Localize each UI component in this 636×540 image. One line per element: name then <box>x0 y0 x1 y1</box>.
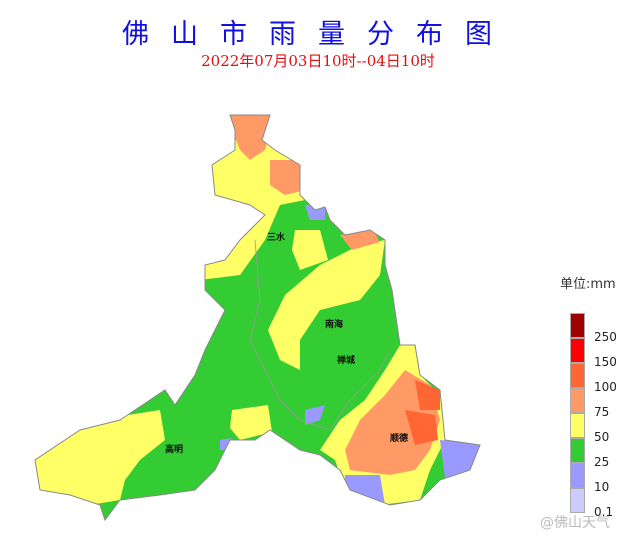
rain-zone-se-orange <box>345 370 440 475</box>
label-sanshui: 三水 <box>267 231 286 243</box>
legend-swatch <box>570 438 585 463</box>
legend-swatch <box>570 338 585 363</box>
label-nanhai: 南海 <box>325 318 343 330</box>
legend-label: 100 <box>594 380 617 394</box>
rain-zone-se-red-orange <box>415 380 440 410</box>
legend-swatch <box>570 413 585 438</box>
legend-swatch <box>570 388 585 413</box>
legend-label: 0.1 <box>594 505 614 519</box>
legend-swatch <box>570 313 585 338</box>
rain-zone-e-blue <box>440 440 480 478</box>
legend-unit: 单位:mm <box>560 277 616 292</box>
legend-label: 150 <box>594 355 617 369</box>
map-subtitle: 2022年07月03日10时--04日10时 <box>201 52 435 70</box>
district-boundary <box>249 239 391 431</box>
label-gaoming: 高明 <box>165 443 183 455</box>
watermark: @佛山天气 <box>540 515 610 531</box>
rain-zone-center-blue <box>305 405 325 425</box>
rain-zone-south-yellow <box>230 405 272 440</box>
rain-zone-yellow-2 <box>292 230 328 270</box>
legend-label: 250 <box>594 330 617 344</box>
legend-swatch <box>570 463 585 488</box>
rain-zone-north-orange <box>225 115 275 160</box>
legend-label: 50 <box>594 430 610 444</box>
legend-swatch <box>570 363 585 388</box>
rain-zone-se-red-orange-2 <box>405 410 438 445</box>
legend-label: 25 <box>594 455 610 469</box>
legend-swatch <box>570 488 585 513</box>
map-title: 佛山市雨量分布图 <box>122 19 514 50</box>
legend-label: 75 <box>594 405 610 419</box>
rain-zone-north-orange-2 <box>270 160 305 195</box>
label-chancheng: 禅城 <box>336 354 355 366</box>
legend-label: 10 <box>594 480 610 494</box>
rain-zone-central-yellow <box>268 240 385 370</box>
label-shunde: 顺德 <box>390 432 408 444</box>
